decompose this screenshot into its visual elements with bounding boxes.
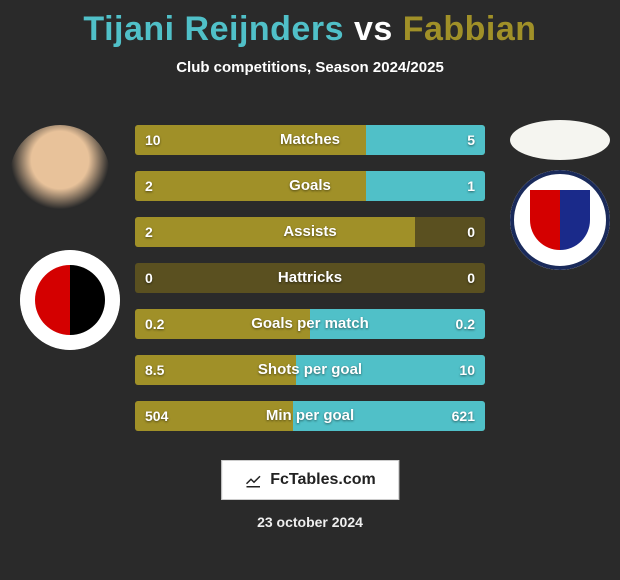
stat-row: 20Assists — [135, 217, 485, 247]
brand-text: FcTables.com — [270, 471, 376, 489]
stat-row: 8.510Shots per goal — [135, 355, 485, 385]
stat-value-left: 10 — [145, 125, 161, 155]
stat-row: 0 0Hattricks — [135, 263, 485, 293]
stat-value-right: 1 — [467, 171, 475, 201]
stat-row: 0.20.2Goals per match — [135, 309, 485, 339]
vs-label: vs — [354, 10, 393, 48]
footer-date: 23 october 2024 — [0, 514, 620, 530]
stat-value-left: 0 — [145, 263, 153, 293]
stat-value-left: 8.5 — [145, 355, 164, 385]
stat-value-right: 10 — [459, 355, 475, 385]
stats-bars: 105Matches21Goals20Assists00Hattricks0.2… — [135, 125, 485, 447]
player2-club-badge — [510, 170, 610, 270]
player1-club-badge — [20, 250, 120, 350]
subtitle: Club competitions, Season 2024/2025 — [0, 59, 620, 76]
player2-name: Fabbian — [403, 10, 537, 48]
bar-fill-left — [135, 171, 366, 201]
stat-value-left: 2 — [145, 171, 153, 201]
player1-avatar — [10, 125, 110, 225]
stat-row: 105Matches — [135, 125, 485, 155]
stat-value-right: 621 — [452, 401, 475, 431]
stat-value-right: 0 — [467, 263, 475, 293]
bar-fill-right — [296, 355, 485, 385]
player1-face — [10, 125, 110, 225]
bar-fill-left — [135, 125, 366, 155]
stat-row: 21Goals — [135, 171, 485, 201]
stat-value-left: 2 — [145, 217, 153, 247]
bar-fill-left — [135, 217, 415, 247]
acmilan-badge-inner — [35, 265, 105, 335]
bologna-badge-inner — [530, 190, 591, 251]
stat-value-right: 0 — [467, 217, 475, 247]
stat-label: Hattricks — [135, 263, 485, 293]
acmilan-badge — [20, 250, 120, 350]
stat-row: 504621Min per goal — [135, 401, 485, 431]
player2-avatar — [510, 120, 610, 160]
stat-value-left: 504 — [145, 401, 168, 431]
chart-icon — [244, 471, 262, 489]
brand-badge: FcTables.com — [221, 460, 399, 500]
stat-value-right: 5 — [467, 125, 475, 155]
stat-value-left: 0.2 — [145, 309, 164, 339]
comparison-title: Tijani Reijnders vs Fabbian — [0, 0, 620, 49]
stat-value-right: 0.2 — [456, 309, 475, 339]
bologna-badge — [510, 170, 610, 270]
player1-name: Tijani Reijnders — [83, 10, 344, 48]
